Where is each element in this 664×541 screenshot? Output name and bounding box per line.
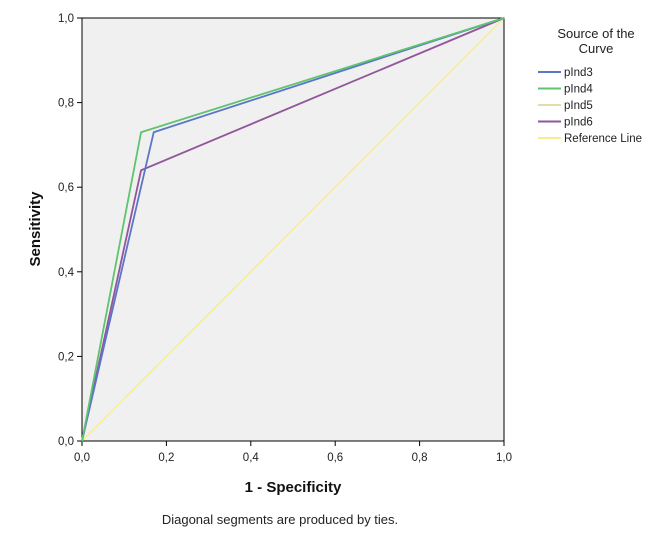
- legend-label: pInd5: [564, 100, 593, 112]
- legend: Source of the Curve pInd3 pInd4 pInd5 pInd6 R…: [538, 26, 642, 145]
- y-tick-label: 0,0: [58, 436, 74, 448]
- legend-label: pInd4: [564, 84, 593, 96]
- y-tick-label: 0,2: [58, 351, 74, 363]
- x-tick-label: 0,8: [412, 452, 428, 464]
- y-tick-label: 0,8: [58, 98, 74, 110]
- y-tick-label: 0,6: [58, 182, 74, 194]
- y-tick-label: 1,0: [58, 13, 74, 25]
- x-tick-label: 0,2: [158, 452, 174, 464]
- series-line-pind4: [81, 17, 505, 442]
- series-line-pind6: [81, 17, 505, 442]
- legend-label: pInd3: [564, 67, 593, 79]
- legend-label: pInd6: [564, 117, 593, 129]
- x-tick-label: 0,6: [327, 452, 343, 464]
- axis-ticks: 0,0 0,2 0,4 0,6 0,8 1,0 0,0 0,2 0,4 0,6 0,8 1,0: [58, 13, 512, 464]
- x-axis-title: 1 - Specificity: [245, 479, 342, 496]
- series-line-reference-line: [81, 17, 505, 442]
- footnote: Diagonal segments are produced by ties.: [161, 512, 399, 527]
- y-tick-label: 0,4: [58, 267, 75, 279]
- series-layer: [81, 17, 505, 442]
- series-line-pind3: [81, 17, 505, 442]
- legend-label: Reference Line: [564, 133, 642, 145]
- x-tick-label: 0,4: [243, 452, 260, 464]
- y-axis-title: Sensitivity: [27, 191, 44, 267]
- x-tick-label: 1,0: [496, 452, 512, 464]
- legend-title: Source of the Curve: [557, 26, 634, 56]
- x-tick-label: 0,0: [74, 452, 90, 464]
